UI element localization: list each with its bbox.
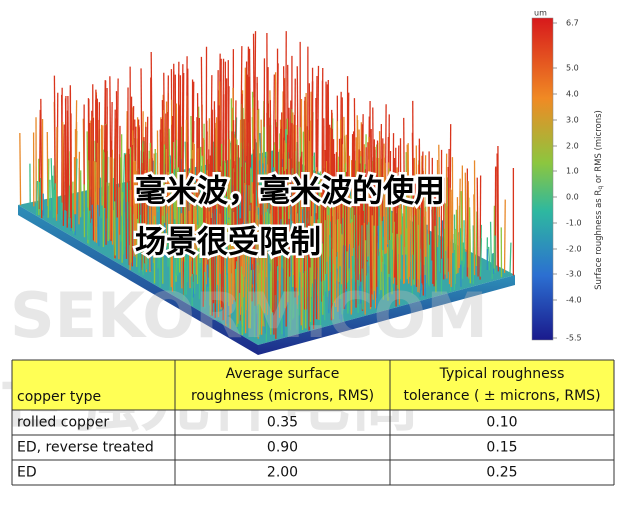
surface-spike <box>47 132 48 206</box>
surface-spike <box>40 190 41 216</box>
surface-spike <box>414 215 415 285</box>
colorbar-tick-label: 4.0 <box>566 90 579 99</box>
colorbar-tick-label: 6.7 <box>566 19 579 28</box>
table-cell: 0.25 <box>486 465 517 481</box>
colorbar-tick-label: 3.0 <box>566 116 579 125</box>
table-cell: 0.35 <box>267 415 298 431</box>
surface-spike <box>361 225 362 266</box>
surface-spike <box>404 205 405 283</box>
table-header-cell: copper type <box>17 389 101 405</box>
colorbar-unit: um <box>534 9 547 18</box>
surface-spike <box>41 99 42 218</box>
colorbar-tick-label: -1.0 <box>566 219 582 228</box>
surface-spike <box>61 196 62 220</box>
surface-spike <box>98 205 99 227</box>
surface-spike <box>318 66 319 180</box>
surface-spike <box>115 201 116 255</box>
table-cell: 0.15 <box>486 440 517 456</box>
surface-spike <box>94 161 95 242</box>
table-cell: 0.90 <box>267 440 298 456</box>
surface-spike <box>510 243 511 274</box>
surface-spike <box>69 186 70 224</box>
surface-spike <box>367 225 368 261</box>
surface-spike <box>461 191 462 260</box>
table-header-cell: tolerance ( ± microns, RMS) <box>403 388 600 404</box>
table-cell: ED <box>17 465 37 481</box>
colorbar-ticks: 6.7 5.0 4.0 3.0 2.0 1.0 0.0 -1.0 -2.0 -3.0 -4.0 -5.… <box>553 19 582 343</box>
surface-spike <box>465 173 466 252</box>
surface-spike <box>491 222 492 265</box>
table-header-cell: Typical roughness <box>439 366 565 382</box>
surface-spike <box>20 133 21 205</box>
surface-spike <box>470 229 471 283</box>
colorbar-tick-label: -4.0 <box>566 296 582 305</box>
colorbar-tick-label: 1.0 <box>566 167 579 176</box>
surface-spike <box>439 242 440 271</box>
surface-spike <box>53 176 54 218</box>
surface-spike <box>442 220 443 240</box>
surface-spike <box>100 178 101 219</box>
colorbar <box>532 18 553 340</box>
surface-spike <box>121 157 122 217</box>
colorbar-tick-label: 2.0 <box>566 142 579 151</box>
overlay-text: 毫米波，毫米波的使用 <box>135 174 445 210</box>
surface-spike <box>448 167 449 272</box>
colorbar-tick-label: -2.0 <box>566 245 582 254</box>
colorbar-label: Surface roughness as Rq or RMS (microns) <box>594 110 604 290</box>
surface-spike <box>480 238 481 276</box>
table-header-cell: roughness (microns, RMS) <box>191 388 374 404</box>
surface-spike <box>37 181 38 216</box>
table-cell: 2.00 <box>267 465 298 481</box>
surface-spike <box>505 200 506 273</box>
surface-spike <box>88 207 89 239</box>
table-header-cell: Average surface <box>226 366 340 382</box>
surface-spike <box>468 181 469 278</box>
surface-spike <box>477 178 478 277</box>
surface-spike <box>304 101 305 180</box>
surface-spike <box>89 211 90 246</box>
surface-spike <box>378 226 379 249</box>
surface-spike <box>474 194 475 275</box>
watermark: SEKORM.COM <box>10 279 488 352</box>
surface-spike <box>48 159 49 218</box>
surface-spike <box>451 190 452 287</box>
overlay-text: 场景很受限制 <box>135 225 321 261</box>
surface-spike <box>457 197 458 273</box>
surface-spike <box>407 228 408 279</box>
colorbar-tick-label: 5.0 <box>566 64 579 73</box>
colorbar-tick-label: 0.0 <box>566 193 579 202</box>
table-cell: 0.10 <box>486 415 517 431</box>
colorbar-tick-label: -5.5 <box>566 334 582 343</box>
table-cell: rolled copper <box>17 415 109 431</box>
table-cell: ED, reverse treated <box>17 440 154 456</box>
surface-spike <box>108 183 109 241</box>
colorbar-tick-label: -3.0 <box>566 270 582 279</box>
surface-spike <box>68 96 69 218</box>
